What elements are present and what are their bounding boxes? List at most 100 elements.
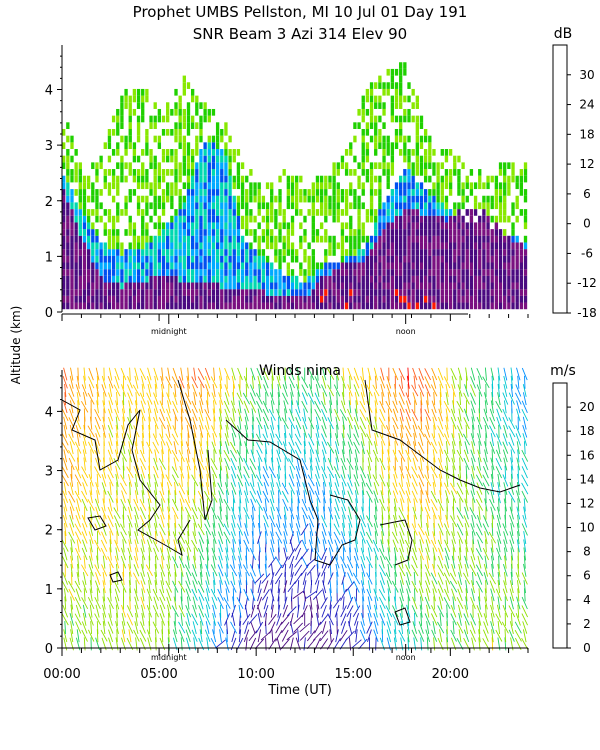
wind-barb <box>470 367 476 381</box>
wind-barb <box>199 572 203 585</box>
snr-cell <box>203 175 207 183</box>
wind-barb <box>275 556 283 569</box>
snr-cell <box>498 229 503 236</box>
snr-cell <box>415 182 419 190</box>
snr-cell <box>290 269 295 276</box>
wind-barb <box>161 498 164 512</box>
snr-cell <box>299 262 303 270</box>
wind-barb <box>484 588 488 602</box>
wind-barb <box>342 441 345 455</box>
wind-barb <box>495 400 503 413</box>
snr-cell <box>207 182 211 190</box>
snr-cell <box>399 82 403 89</box>
wind-barb <box>432 473 437 487</box>
snr-cell <box>365 269 370 276</box>
snr-cell <box>440 222 444 230</box>
wind-barb <box>476 580 483 593</box>
wind-barb <box>277 588 281 602</box>
snr-cell <box>440 249 444 256</box>
wind-barb <box>478 596 481 610</box>
wind-barb <box>187 367 190 381</box>
snr-cell <box>444 175 449 183</box>
snr-cell <box>378 262 382 270</box>
wind-barb <box>417 425 425 438</box>
snr-cell <box>174 282 178 290</box>
wind-barb <box>226 473 228 487</box>
wind-barb <box>94 498 101 512</box>
snr-cell <box>166 155 170 163</box>
snr-cell <box>141 242 145 250</box>
wind-barb <box>367 604 372 618</box>
wind-barb <box>268 556 277 568</box>
wind-barb <box>224 433 230 446</box>
wind-barb <box>83 457 86 471</box>
wind-barb <box>268 613 277 625</box>
snr-cell <box>278 255 282 263</box>
wind-barb <box>465 367 468 381</box>
snr-cell <box>82 209 87 216</box>
wind-barb <box>68 580 76 593</box>
snr-cell <box>353 275 357 283</box>
snr-cell <box>78 169 82 176</box>
wind-barb <box>223 498 231 511</box>
snr-cell <box>91 209 95 216</box>
snr-cell <box>365 302 370 310</box>
snr-cell <box>407 175 411 183</box>
wind-barb <box>387 408 390 422</box>
snr-cell <box>382 289 386 296</box>
wind-barb <box>380 555 385 569</box>
wind-barb <box>218 449 223 463</box>
snr-cell <box>436 195 440 203</box>
wind-barb <box>388 514 390 528</box>
snr-cell <box>257 255 261 263</box>
wind-barb <box>386 621 392 634</box>
snr-cell <box>390 155 395 163</box>
wind-barb <box>249 392 256 405</box>
wind-barb <box>290 588 293 602</box>
wind-barb <box>451 555 456 569</box>
wind-barb <box>333 531 341 544</box>
snr-cell <box>419 242 424 250</box>
snr-cell <box>178 162 182 170</box>
snr-cell <box>486 295 490 303</box>
snr-cell <box>195 295 199 303</box>
snr-cell <box>232 209 236 216</box>
wind-barb <box>419 433 424 446</box>
snr-cell <box>170 215 174 223</box>
wind-barb <box>515 384 522 397</box>
wind-barb <box>342 522 346 536</box>
wind-barb <box>329 498 332 512</box>
wind-barb <box>354 621 359 635</box>
wind-barb <box>146 604 152 618</box>
snr-cell <box>228 255 232 263</box>
snr-cell <box>482 302 486 310</box>
wind-barb <box>166 482 171 495</box>
snr-cell <box>195 142 199 150</box>
wind-barb <box>515 572 521 585</box>
wind-barb <box>258 457 261 471</box>
snr-cell <box>82 195 87 203</box>
snr-cell <box>419 182 424 190</box>
snr-cell <box>99 162 103 170</box>
wind-barb <box>443 523 451 536</box>
snr-cell <box>107 289 112 296</box>
snr-cell <box>149 115 153 123</box>
wind-barb <box>375 408 377 422</box>
snr-cell <box>503 169 507 176</box>
wind-barb <box>523 547 527 561</box>
snr-cell <box>207 169 211 176</box>
snr-cell <box>440 269 444 276</box>
wind-barb <box>405 408 412 422</box>
wind-barb <box>521 466 528 479</box>
snr-cell <box>411 215 415 223</box>
snr-cell <box>344 222 349 230</box>
snr-cell <box>436 175 440 183</box>
wind-barb <box>314 490 321 503</box>
wind-barb <box>277 580 280 594</box>
snr-cell <box>228 215 232 223</box>
snr-cell <box>166 235 170 243</box>
wind-barb <box>238 482 242 496</box>
snr-cell <box>120 282 124 290</box>
snr-cell <box>182 242 186 250</box>
wind-barb <box>464 539 469 553</box>
